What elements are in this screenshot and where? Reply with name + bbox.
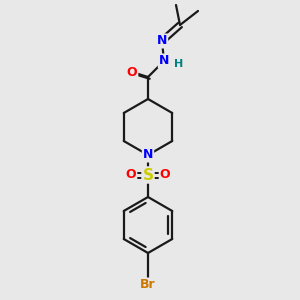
Text: Br: Br bbox=[140, 278, 156, 292]
Text: H: H bbox=[174, 59, 184, 69]
Text: O: O bbox=[160, 169, 170, 182]
Text: O: O bbox=[127, 65, 137, 79]
Text: O: O bbox=[126, 169, 136, 182]
Text: S: S bbox=[142, 167, 154, 182]
Text: N: N bbox=[159, 55, 169, 68]
Text: N: N bbox=[143, 148, 153, 161]
Text: N: N bbox=[157, 34, 167, 47]
